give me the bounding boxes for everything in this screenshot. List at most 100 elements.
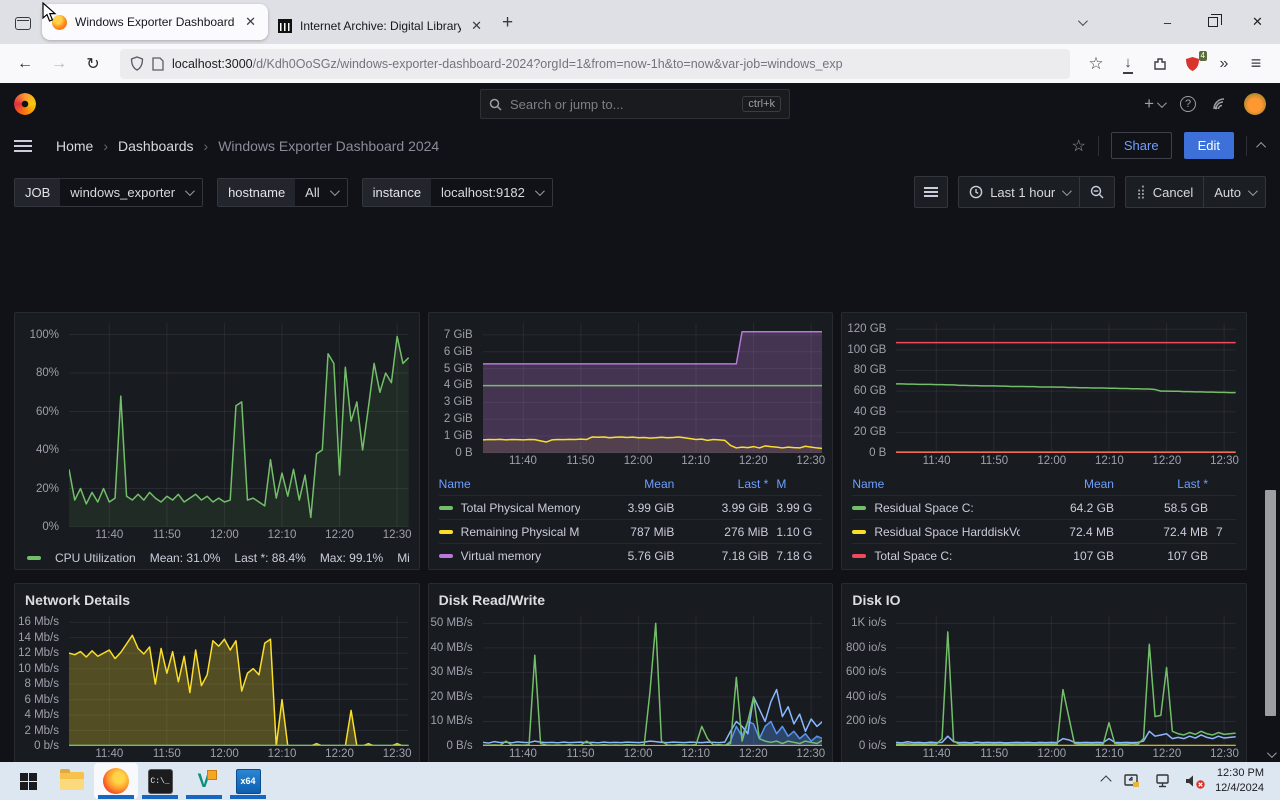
y-tick-label: 0 b/s [34, 740, 59, 752]
tab-grafana[interactable]: Windows Exporter Dashboard 2 ✕ [42, 4, 268, 40]
x-tick-label: 12:30 [382, 748, 412, 760]
network-icon[interactable] [1154, 774, 1171, 788]
taskbar-clock[interactable]: 12:30 PM 12/4/2024 [1215, 766, 1264, 796]
panel-disk-space: 0 B 20 GB 40 GB 60 GB 80 GB 100 GB 120 GB 11:40… [841, 312, 1247, 570]
legend-col[interactable]: Last * [737, 477, 769, 491]
y-tick-label: 20 GB [853, 426, 887, 439]
series-dash-icon [438, 529, 453, 534]
bookmark-star-icon[interactable]: ☆ [1088, 53, 1104, 73]
overflow-menu-icon[interactable]: » [1219, 54, 1229, 72]
zoom-out-button[interactable] [1079, 177, 1114, 207]
legend-label[interactable]: CPU Utilization [55, 551, 136, 565]
legend-value: 5.76 GiB [627, 548, 675, 563]
share-button[interactable]: Share [1110, 132, 1172, 159]
reload-button[interactable]: ↻ [86, 55, 100, 73]
legend-stat: Mean: 31.0% [149, 551, 221, 565]
panel-list-button[interactable] [914, 176, 949, 208]
chevron-down-icon [329, 185, 340, 196]
disk-read-write-chart[interactable]: 0 B/s 10 MB/s 20 MB/s 30 MB/s 40 MB/s 50 MB/s… [430, 614, 825, 762]
scroll-down-icon[interactable] [1266, 748, 1277, 759]
tray-expand-icon[interactable] [1100, 775, 1112, 787]
app-menu-icon[interactable]: ≡ [1250, 53, 1262, 73]
ublock-icon[interactable]: 4 [1178, 50, 1207, 78]
x-tick-label: 12:00 [210, 529, 239, 541]
y-tick-label: 4 Mb/s [24, 709, 59, 722]
start-button[interactable] [6, 763, 50, 799]
firefox-view-button[interactable] [8, 8, 38, 38]
legend-value: 107 GB [1167, 548, 1208, 563]
x-tick-label: 11:50 [566, 748, 595, 760]
user-avatar[interactable] [1244, 93, 1266, 115]
refresh-interval-dropdown[interactable]: Auto [1203, 177, 1265, 207]
grafana-logo-icon[interactable] [14, 93, 36, 115]
legend-series-name[interactable]: Remaining Physical Memory [460, 524, 581, 539]
tab-title: Internet Archive: Digital Library [300, 19, 462, 33]
extensions-icon[interactable] [1146, 50, 1174, 78]
shield-icon[interactable] [130, 56, 144, 71]
restore-button[interactable] [1190, 2, 1235, 42]
x64-app-taskbar-button[interactable]: x64 [226, 763, 270, 799]
breadcrumb-home[interactable]: Home [56, 137, 94, 154]
firefox-taskbar-button[interactable] [94, 763, 138, 799]
memory-chart[interactable]: 0 B 1 GiB 2 GiB 3 GiB 4 GiB 5 GiB 6 GiB 7 GiB 11… [437, 321, 825, 471]
panel-cpu-utilization: 0% 20% 40% 60% 80% 100% 11:40 11:50 12:00 12:10 12… [14, 312, 420, 570]
legend-col[interactable]: Last * [1177, 477, 1208, 491]
legend-series-name[interactable]: Virtual memory [460, 548, 542, 563]
terminal-taskbar-button[interactable]: C:\_ [138, 763, 182, 799]
grafana-top-nav: Search or jump to... ctrl+k + ? [0, 84, 1280, 124]
page-info-icon[interactable] [152, 56, 164, 71]
legend-series-name[interactable]: Residual Space HarddiskVolume1 [874, 524, 1020, 539]
new-tab-button[interactable]: + [502, 12, 514, 33]
mega-menu-icon[interactable] [14, 139, 32, 152]
network-details-chart[interactable]: 0 b/s 2 Mb/s 4 Mb/s 6 Mb/s 8 Mb/s 10 Mb/s 12 M… [18, 614, 412, 762]
series-dash-icon [852, 553, 867, 558]
news-icon[interactable] [1212, 97, 1228, 111]
variable-job[interactable]: JOB windows_exporter [14, 177, 204, 207]
list-tabs-icon[interactable] [1077, 15, 1088, 26]
disk-space-chart[interactable]: 0 B 20 GB 40 GB 60 GB 80 GB 100 GB 120 GB 11:40… [847, 321, 1239, 471]
legend-series[interactable]: CPU Utilization Mean: 31.0% Last *: 88.4% M… [25, 547, 409, 569]
variable-hostname[interactable]: hostname All [217, 177, 348, 207]
dev-tool-taskbar-button[interactable]: V [182, 763, 226, 799]
variable-instance[interactable]: instance localhost:9182 [361, 177, 553, 207]
legend-col[interactable]: Mean [644, 477, 675, 491]
disk-io-chart[interactable]: 0 io/s 200 io/s 400 io/s 600 io/s 800 io/s 1K… [846, 614, 1239, 762]
dashboard-scrollbar[interactable] [1264, 302, 1278, 762]
legend-col[interactable]: M [776, 477, 787, 491]
y-tick-label: 20 MB/s [430, 690, 473, 703]
chevron-down-icon [534, 185, 545, 196]
legend-row: Virtual memory 5.76 GiB 7.18 GiB 7.18 G [438, 543, 823, 567]
legend-col[interactable]: Mean [1083, 477, 1114, 491]
refresh-cancel-button[interactable]: ⣾ Cancel [1126, 177, 1203, 207]
legend-col-name[interactable]: Name [852, 477, 885, 491]
edit-button[interactable]: Edit [1183, 132, 1234, 159]
time-range-picker[interactable]: Last 1 hour [959, 177, 1079, 207]
y-tick-label: 80% [35, 367, 59, 380]
legend-series-name[interactable]: Total Space C: [874, 548, 953, 563]
search-box[interactable]: Search or jump to... ctrl+k [480, 89, 790, 119]
favorite-star-icon[interactable]: ☆ [1071, 137, 1086, 155]
url-bar[interactable]: localhost:3000/d/Kdh0OoSGz/windows-expor… [120, 48, 1070, 79]
scrollbar-thumb[interactable] [1265, 490, 1276, 716]
tab-close-icon[interactable]: ✕ [471, 18, 482, 33]
legend-series-name[interactable]: Residual Space C: [874, 500, 974, 515]
add-menu-button[interactable]: + [1144, 94, 1167, 114]
forward-button[interactable]: → [51, 54, 67, 72]
search-icon [489, 98, 502, 111]
legend-col-name[interactable]: Name [438, 477, 471, 491]
action-center-icon[interactable] [1124, 774, 1140, 788]
downloads-icon[interactable]: ↓ [1114, 50, 1142, 78]
legend-series-name[interactable]: Total Physical Memory [460, 500, 581, 515]
minimize-button[interactable]: – [1163, 14, 1172, 30]
file-explorer-button[interactable] [50, 763, 94, 799]
cpu-utilization-chart[interactable]: 0% 20% 40% 60% 80% 100% 11:40 11:50 12:00 12:10 12… [23, 321, 412, 545]
tab-archive[interactable]: Internet Archive: Digital Library ✕ [268, 8, 494, 44]
breadcrumb-dashboards[interactable]: Dashboards [118, 137, 194, 154]
tab-close-icon[interactable]: ✕ [245, 14, 256, 29]
volume-muted-icon[interactable] [1185, 774, 1205, 789]
y-tick-label: 0 B/s [446, 740, 473, 752]
collapse-chevron-icon[interactable] [1256, 141, 1267, 152]
close-button[interactable]: ✕ [1252, 14, 1263, 29]
back-button[interactable]: ← [17, 54, 33, 72]
help-icon[interactable]: ? [1180, 96, 1196, 112]
